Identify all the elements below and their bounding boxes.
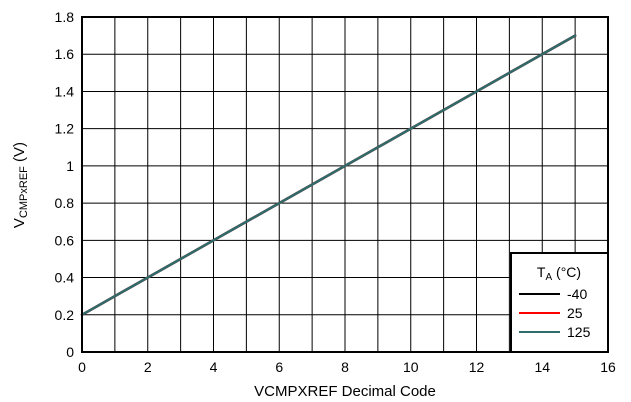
series-lines bbox=[80, 34, 577, 317]
legend-label: 125 bbox=[567, 324, 591, 340]
y-axis-label-main: V bbox=[11, 218, 28, 228]
x-tick-label: 0 bbox=[78, 359, 86, 375]
x-tick-label: 2 bbox=[144, 359, 152, 375]
x-axis-label: VCMPXREF Decimal Code bbox=[254, 383, 436, 400]
x-tick-label: 16 bbox=[600, 359, 616, 375]
y-tick-label: 1.4 bbox=[55, 83, 75, 99]
y-axis-label-unit: (V) bbox=[11, 142, 28, 166]
x-tick-label: 4 bbox=[210, 359, 218, 375]
x-tick-label: 10 bbox=[403, 359, 419, 375]
y-axis-label-subscript: CMPxREF bbox=[18, 166, 30, 218]
legend-title-main: T bbox=[537, 264, 546, 280]
legend-items: -40 25 125 bbox=[519, 286, 591, 340]
y-tick-label: 0 bbox=[66, 344, 74, 360]
legend-title: TA (°C) bbox=[537, 264, 581, 283]
y-tick-label: 0.8 bbox=[55, 195, 75, 211]
y-tick-label: 1.2 bbox=[55, 121, 75, 137]
legend-label: -40 bbox=[567, 286, 587, 302]
y-tick-labels: 0 0.2 0.4 0.6 0.8 1 1.2 1.4 1.6 1.8 bbox=[55, 9, 75, 360]
legend-box bbox=[510, 252, 609, 353]
y-tick-label: 1 bbox=[66, 158, 74, 174]
plot-frame bbox=[81, 16, 609, 353]
y-tick-label: 0.6 bbox=[55, 232, 75, 248]
x-tick-label: 14 bbox=[534, 359, 550, 375]
legend-label: 25 bbox=[567, 305, 583, 321]
legend: TA (°C) -40 25 125 bbox=[510, 252, 609, 353]
x-tick-label: 6 bbox=[275, 359, 283, 375]
series-line-2 bbox=[80, 34, 577, 317]
y-tick-label: 0.2 bbox=[55, 307, 75, 323]
y-axis-label: VCMPxREF (V) bbox=[11, 142, 30, 228]
legend-title-unit: (°C) bbox=[552, 264, 581, 280]
y-tick-label: 1.8 bbox=[55, 9, 75, 25]
x-tick-label: 8 bbox=[341, 359, 349, 375]
x-tick-label: 12 bbox=[469, 359, 485, 375]
x-tick-labels: 0 2 4 6 8 10 12 14 16 bbox=[78, 359, 616, 375]
y-tick-label: 1.6 bbox=[55, 46, 75, 62]
legend-title-subscript: A bbox=[545, 272, 552, 283]
y-tick-label: 0.4 bbox=[55, 270, 75, 286]
